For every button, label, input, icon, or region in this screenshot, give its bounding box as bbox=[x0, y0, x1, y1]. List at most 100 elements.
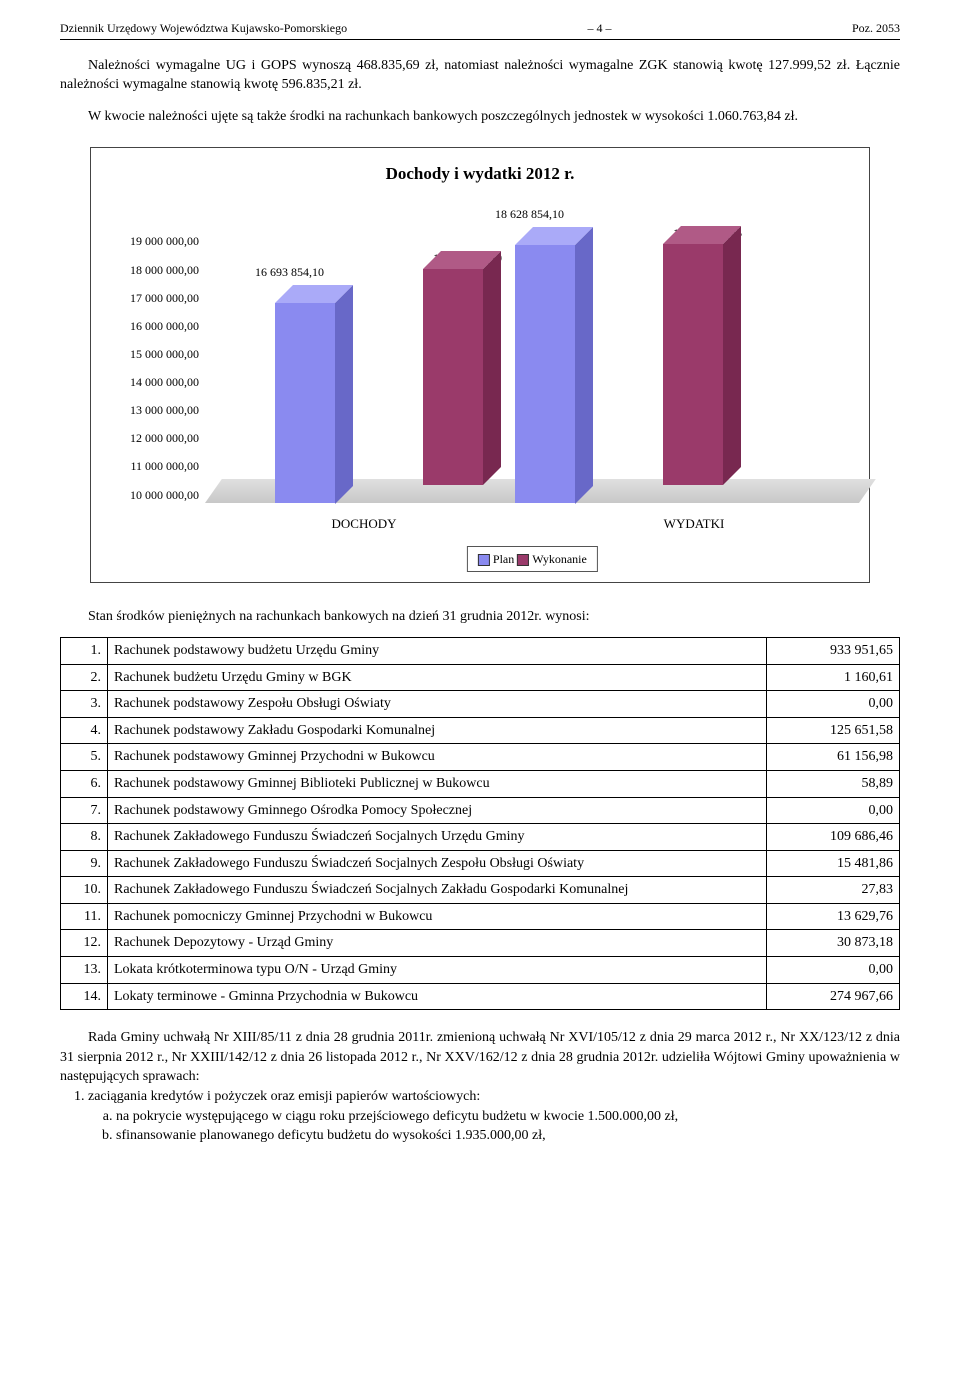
legend-swatch bbox=[478, 554, 490, 566]
table-cell: 13. bbox=[61, 957, 108, 984]
y-tick-label: 15 000 000,00 bbox=[101, 346, 199, 363]
table-row: 13.Lokata krótkoterminowa typu O/N - Urz… bbox=[61, 957, 900, 984]
chart-legend: Plan Wykonanie bbox=[467, 546, 598, 573]
table-cell: 1 160,61 bbox=[767, 664, 900, 691]
table-cell: 13 629,76 bbox=[767, 903, 900, 930]
y-tick-label: 18 000 000,00 bbox=[101, 262, 199, 279]
table-row: 7.Rachunek podstawowy Gminnego Ośrodka P… bbox=[61, 797, 900, 824]
x-axis-label: DOCHODY bbox=[199, 515, 529, 533]
y-tick-label: 12 000 000,00 bbox=[101, 430, 199, 447]
chart-container: Dochody i wydatki 2012 r. 10 000 000,001… bbox=[90, 147, 870, 584]
table-cell: 2. bbox=[61, 664, 108, 691]
table-cell: Lokaty terminowe - Gminna Przychodnia w … bbox=[108, 983, 767, 1010]
table-cell: 6. bbox=[61, 770, 108, 797]
table-row: 12.Rachunek Depozytowy - Urząd Gminy30 8… bbox=[61, 930, 900, 957]
table-cell: Rachunek Zakładowego Funduszu Świadczeń … bbox=[108, 877, 767, 904]
header-right: Poz. 2053 bbox=[852, 20, 900, 37]
header-left: Dziennik Urzędowy Województwa Kujawsko-P… bbox=[60, 20, 347, 37]
table-row: 11.Rachunek pomocniczy Gminnej Przychodn… bbox=[61, 903, 900, 930]
chart-plot-area: 16 693 854,1017 208 859,7918 628 854,101… bbox=[205, 193, 859, 503]
table-row: 2.Rachunek budżetu Urzędu Gminy w BGK1 1… bbox=[61, 664, 900, 691]
footer-paragraph: Rada Gminy uchwałą Nr XIII/85/11 z dnia … bbox=[60, 1028, 900, 1087]
table-row: 4.Rachunek podstawowy Zakładu Gospodarki… bbox=[61, 717, 900, 744]
table-cell: 14. bbox=[61, 983, 108, 1010]
table-cell: 0,00 bbox=[767, 797, 900, 824]
table-cell: 5. bbox=[61, 744, 108, 771]
legend-label: Wykonanie bbox=[532, 552, 587, 566]
table-cell: 58,89 bbox=[767, 770, 900, 797]
y-tick-label: 10 000 000,00 bbox=[101, 487, 199, 504]
table-cell: Rachunek Zakładowego Funduszu Świadczeń … bbox=[108, 850, 767, 877]
footer-list: zaciągania kredytów i pożyczek oraz emis… bbox=[60, 1087, 900, 1146]
table-cell: Rachunek podstawowy budżetu Urzędu Gminy bbox=[108, 637, 767, 664]
table-cell: 274 967,66 bbox=[767, 983, 900, 1010]
table-cell: 8. bbox=[61, 824, 108, 851]
table-cell: Rachunek podstawowy Zespołu Obsługi Oświ… bbox=[108, 691, 767, 718]
y-tick-label: 19 000 000,00 bbox=[101, 233, 199, 250]
footer-sub-b: sfinansowanie planowanego deficytu budże… bbox=[116, 1126, 900, 1146]
table-row: 5.Rachunek podstawowy Gminnej Przychodni… bbox=[61, 744, 900, 771]
table-cell: Rachunek Depozytowy - Urząd Gminy bbox=[108, 930, 767, 957]
table-cell: 125 651,58 bbox=[767, 717, 900, 744]
table-cell: Rachunek podstawowy Gminnej Przychodni w… bbox=[108, 744, 767, 771]
table-cell: 15 481,86 bbox=[767, 850, 900, 877]
table-cell: Rachunek podstawowy Gminnego Ośrodka Pom… bbox=[108, 797, 767, 824]
x-axis-label: WYDATKI bbox=[529, 515, 859, 533]
table-cell: 27,83 bbox=[767, 877, 900, 904]
table-row: 10.Rachunek Zakładowego Funduszu Świadcz… bbox=[61, 877, 900, 904]
table-cell: 30 873,18 bbox=[767, 930, 900, 957]
table-row: 1.Rachunek podstawowy budżetu Urzędu Gmi… bbox=[61, 637, 900, 664]
table-cell: 12. bbox=[61, 930, 108, 957]
y-tick-label: 17 000 000,00 bbox=[101, 290, 199, 307]
paragraph-1a: Należności wymagalne UG i GOPS wynoszą 4… bbox=[60, 56, 900, 95]
table-row: 3.Rachunek podstawowy Zespołu Obsługi Oś… bbox=[61, 691, 900, 718]
chart-body: 10 000 000,00 11 000 000,00 12 000 000,00 1… bbox=[101, 193, 859, 513]
footer-item-1-text: zaciągania kredytów i pożyczek oraz emis… bbox=[88, 1089, 480, 1104]
y-tick-label: 14 000 000,00 bbox=[101, 374, 199, 391]
table-cell: 61 156,98 bbox=[767, 744, 900, 771]
table-cell: 109 686,46 bbox=[767, 824, 900, 851]
page-header: Dziennik Urzędowy Województwa Kujawsko-P… bbox=[60, 20, 900, 40]
table-cell: Lokata krótkoterminowa typu O/N - Urząd … bbox=[108, 957, 767, 984]
table-cell: 11. bbox=[61, 903, 108, 930]
table-cell: 1. bbox=[61, 637, 108, 664]
bar-WYDATKI-Plan bbox=[515, 227, 575, 504]
chart-title: Dochody i wydatki 2012 r. bbox=[101, 162, 859, 186]
y-tick-label: 11 000 000,00 bbox=[101, 458, 199, 475]
paragraph-1b: W kwocie należności ujęte są także środk… bbox=[60, 107, 900, 127]
accounts-table: 1.Rachunek podstawowy budżetu Urzędu Gmi… bbox=[60, 637, 900, 1010]
table-cell: Rachunek Zakładowego Funduszu Świadczeń … bbox=[108, 824, 767, 851]
y-tick-label: 16 000 000,00 bbox=[101, 318, 199, 335]
table-row: 9.Rachunek Zakładowego Funduszu Świadcze… bbox=[61, 850, 900, 877]
table-cell: Rachunek pomocniczy Gminnej Przychodni w… bbox=[108, 903, 767, 930]
legend-swatch bbox=[517, 554, 529, 566]
y-tick-label: 13 000 000,00 bbox=[101, 402, 199, 419]
table-cell: 933 951,65 bbox=[767, 637, 900, 664]
header-center: – 4 – bbox=[588, 20, 612, 37]
y-axis: 10 000 000,00 11 000 000,00 12 000 000,00 1… bbox=[101, 233, 205, 503]
bar-DOCHODY-Wykonanie bbox=[423, 251, 483, 485]
bar-DOCHODY-Plan bbox=[275, 285, 335, 504]
table-row: 6.Rachunek podstawowy Gminnej Biblioteki… bbox=[61, 770, 900, 797]
table-cell: 0,00 bbox=[767, 957, 900, 984]
legend-label: Plan bbox=[493, 552, 517, 566]
table-cell: 4. bbox=[61, 717, 108, 744]
table-cell: Rachunek podstawowy Zakładu Gospodarki K… bbox=[108, 717, 767, 744]
table-cell: Rachunek podstawowy Gminnej Biblioteki P… bbox=[108, 770, 767, 797]
x-axis-labels: DOCHODYWYDATKI bbox=[199, 515, 859, 533]
table-cell: 0,00 bbox=[767, 691, 900, 718]
table-row: 8.Rachunek Zakładowego Funduszu Świadcze… bbox=[61, 824, 900, 851]
footer-sublist: na pokrycie występującego w ciągu roku p… bbox=[88, 1107, 900, 1146]
table-cell: 10. bbox=[61, 877, 108, 904]
footer-sub-a: na pokrycie występującego w ciągu roku p… bbox=[116, 1107, 900, 1127]
bar-value-label: 18 628 854,10 bbox=[495, 206, 564, 223]
table-cell: 9. bbox=[61, 850, 108, 877]
bar-WYDATKI-Wykonanie bbox=[663, 226, 723, 485]
bar-value-label: 16 693 854,10 bbox=[255, 264, 324, 281]
subheading: Stan środków pieniężnych na rachunkach b… bbox=[60, 607, 900, 627]
table-cell: Rachunek budżetu Urzędu Gminy w BGK bbox=[108, 664, 767, 691]
table-row: 14.Lokaty terminowe - Gminna Przychodnia… bbox=[61, 983, 900, 1010]
footer-item-1: zaciągania kredytów i pożyczek oraz emis… bbox=[88, 1087, 900, 1146]
table-cell: 7. bbox=[61, 797, 108, 824]
table-cell: 3. bbox=[61, 691, 108, 718]
